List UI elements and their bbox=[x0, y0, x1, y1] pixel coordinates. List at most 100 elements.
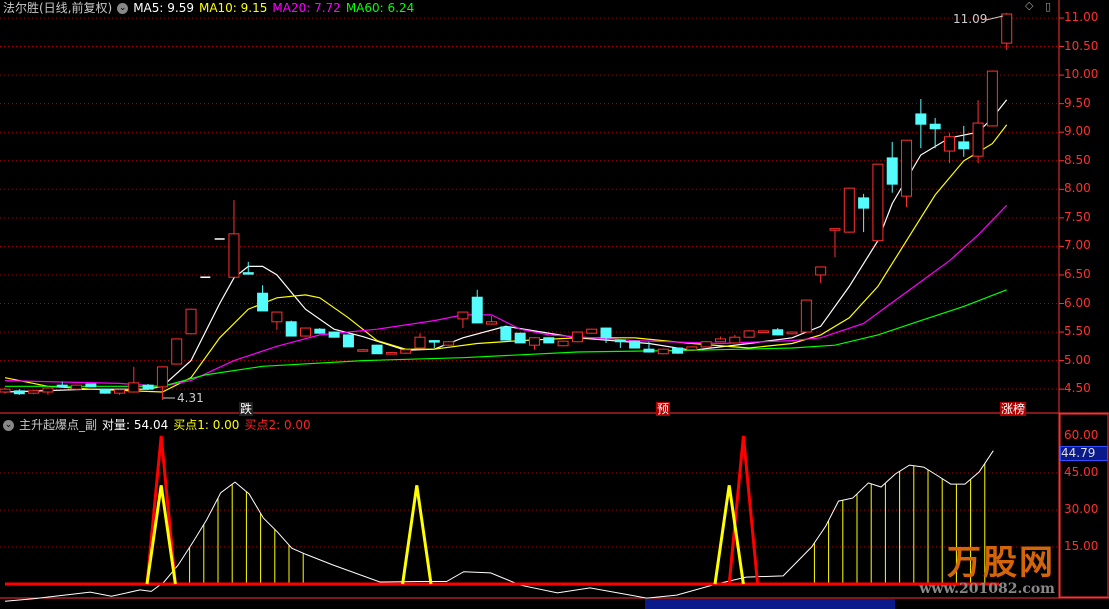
candle-up bbox=[113, 389, 125, 394]
candle-up bbox=[42, 387, 54, 393]
candle-up bbox=[0, 388, 11, 393]
candle-down bbox=[600, 327, 612, 339]
candle-up bbox=[414, 336, 426, 349]
candle-down bbox=[929, 123, 941, 130]
indicator-name: 主升起爆点_副 bbox=[19, 418, 98, 432]
ma60-line bbox=[5, 289, 1007, 387]
candle-down bbox=[614, 339, 626, 343]
stock-title: 法尔胜(日线,前复权) bbox=[3, 1, 113, 15]
buy1-spike bbox=[713, 485, 745, 585]
duiliang-label: 对量: 54.04 bbox=[102, 418, 169, 432]
ma5-label: MA5: 9.59 bbox=[133, 1, 194, 15]
price-tick-label: 11.00 bbox=[1064, 10, 1099, 24]
candle-up bbox=[571, 331, 583, 343]
candle-up bbox=[486, 321, 498, 325]
candle-down bbox=[142, 384, 154, 390]
candle-down bbox=[99, 388, 111, 394]
price-tick-label: 9.50 bbox=[1064, 95, 1091, 110]
ma10-line bbox=[4, 124, 1008, 393]
logo: 万股网 www.201082.com bbox=[919, 545, 1055, 597]
candle-down bbox=[471, 296, 483, 324]
candle-up bbox=[228, 233, 240, 278]
candle-up bbox=[815, 266, 827, 276]
candle-down bbox=[371, 344, 383, 355]
candle-up bbox=[700, 341, 712, 348]
yu-marker: 预 bbox=[656, 402, 671, 416]
candle-up bbox=[28, 390, 40, 394]
chevron-down-icon[interactable]: ⌄ bbox=[3, 420, 14, 431]
candle-down bbox=[915, 113, 927, 125]
candle-up bbox=[443, 341, 455, 346]
candle-down bbox=[772, 329, 784, 336]
chevron-down-icon[interactable]: ⌄ bbox=[117, 3, 129, 14]
indicator-tick-label: 30.00 bbox=[1064, 501, 1099, 516]
candle-up bbox=[943, 136, 955, 152]
duiliang-line bbox=[4, 450, 994, 602]
candle-up bbox=[586, 328, 598, 334]
candle-up bbox=[843, 187, 855, 233]
ma20-line bbox=[4, 204, 1008, 387]
ma20-label: MA20: 7.72 bbox=[272, 1, 341, 15]
candle-up bbox=[800, 299, 812, 333]
indicator-header: ⌄ 主升起爆点_副 对量: 54.04 买点1: 0.00 买点2: 0.00 bbox=[3, 417, 316, 433]
candle-up bbox=[128, 382, 140, 393]
candle-down bbox=[85, 383, 97, 388]
candle-up bbox=[729, 336, 741, 344]
candle-down bbox=[328, 331, 340, 338]
candle-up bbox=[757, 330, 769, 333]
candle-up bbox=[557, 340, 569, 347]
buy1-label: 买点1: 0.00 bbox=[173, 418, 240, 432]
price-tick-label: 10.50 bbox=[1064, 38, 1099, 53]
candle-up bbox=[715, 338, 726, 343]
window-button[interactable]: ▯ bbox=[1045, 0, 1052, 13]
candle-up bbox=[972, 122, 984, 157]
candle-up bbox=[156, 366, 168, 388]
indicator-tick-label: 45.00 bbox=[1064, 464, 1099, 479]
candle-up bbox=[457, 311, 469, 320]
candle-down bbox=[514, 332, 526, 344]
candle-up bbox=[743, 330, 755, 338]
indicator-current-value: 44.79 bbox=[1060, 446, 1108, 461]
price-tick-label: 6.50 bbox=[1064, 266, 1091, 281]
candle-down bbox=[886, 157, 898, 185]
candle-down bbox=[314, 328, 326, 334]
candle-up bbox=[271, 311, 283, 323]
candle-up bbox=[1001, 13, 1013, 44]
price-tick-label: 4.50 bbox=[1064, 381, 1091, 396]
candle-down bbox=[500, 326, 512, 341]
price-tick-label: 8.00 bbox=[1064, 181, 1091, 196]
candle-up bbox=[901, 139, 913, 197]
die-marker: 跌 bbox=[239, 402, 254, 416]
candle-down bbox=[13, 390, 25, 395]
candle-down bbox=[56, 384, 68, 388]
candle-down bbox=[242, 272, 254, 275]
candle-down bbox=[958, 141, 970, 150]
candle-up bbox=[657, 348, 669, 355]
candle-up bbox=[872, 163, 884, 242]
candle-up bbox=[400, 349, 412, 354]
candle-up bbox=[185, 308, 197, 335]
candle-up bbox=[786, 331, 798, 335]
buy1-spike bbox=[145, 485, 177, 585]
diamond-icon[interactable]: ◇ bbox=[1025, 0, 1034, 12]
candle-down bbox=[672, 347, 684, 354]
price-tick-label: 5.50 bbox=[1064, 324, 1091, 339]
candle-up bbox=[829, 228, 841, 231]
candle-up bbox=[686, 346, 698, 351]
indicator-tick-label: 15.00 bbox=[1064, 538, 1099, 553]
logo-url: www.201082.com bbox=[919, 581, 1055, 597]
ma5-line bbox=[4, 99, 1008, 393]
price-tick-label: 5.00 bbox=[1064, 352, 1091, 367]
logo-text: 万股网 bbox=[947, 543, 1055, 583]
price-tick-label: 8.50 bbox=[1064, 152, 1091, 167]
buy2-label: 买点2: 0.00 bbox=[244, 418, 311, 432]
buy1-spike bbox=[401, 485, 433, 585]
indicator-axis-frame bbox=[1059, 413, 1109, 598]
buy2-spike bbox=[727, 435, 760, 585]
price-tick-label: 9.00 bbox=[1064, 124, 1091, 139]
status-box bbox=[645, 599, 895, 609]
candle-down bbox=[342, 334, 354, 348]
ma60-label: MA60: 6.24 bbox=[345, 1, 415, 15]
candle-down bbox=[257, 292, 269, 312]
